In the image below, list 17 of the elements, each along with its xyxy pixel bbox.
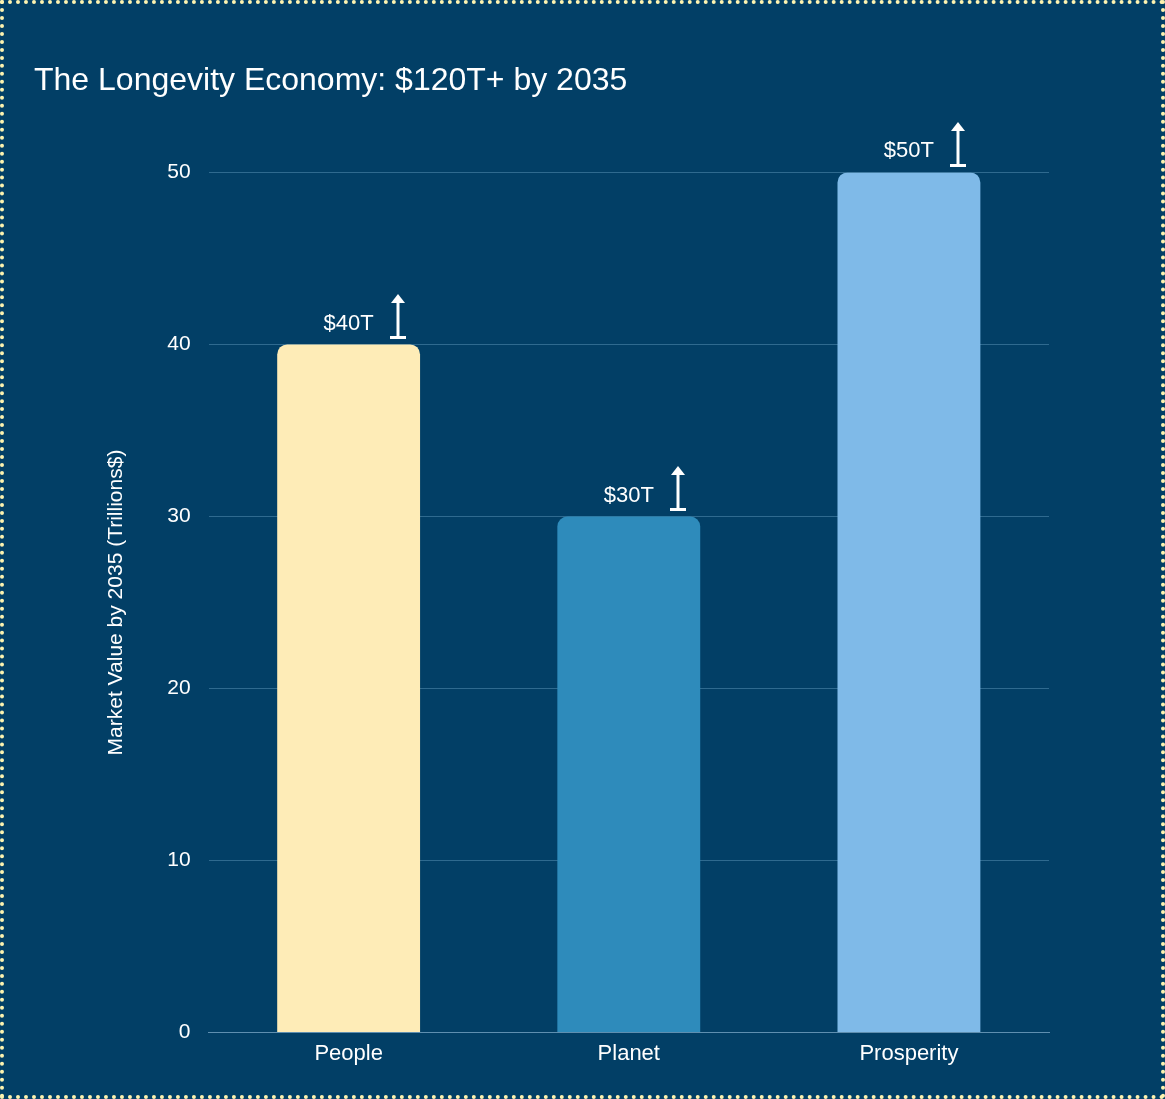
bar	[557, 516, 701, 1033]
x-tick-label: People	[314, 1039, 383, 1065]
chart-title: The Longevity Economy: $120T+ by 2035	[34, 61, 628, 98]
bar	[277, 344, 421, 1033]
x-tick-label: Planet	[597, 1039, 660, 1065]
y-tick-label: 10	[167, 847, 191, 871]
data-label: $50T	[883, 137, 934, 163]
data-label: $40T	[323, 309, 374, 335]
y-tick-label: 40	[167, 331, 191, 355]
y-axis-title: Market Value by 2035 (Trillions$)	[103, 449, 127, 756]
y-tick-label: 20	[167, 675, 191, 699]
y-tick-label: 0	[178, 1019, 191, 1043]
bar	[837, 172, 981, 1033]
x-tick-label: Prosperity	[859, 1039, 959, 1065]
y-tick-label: 50	[167, 159, 191, 183]
data-label: $30T	[603, 481, 654, 507]
y-tick-label: 30	[167, 503, 191, 527]
